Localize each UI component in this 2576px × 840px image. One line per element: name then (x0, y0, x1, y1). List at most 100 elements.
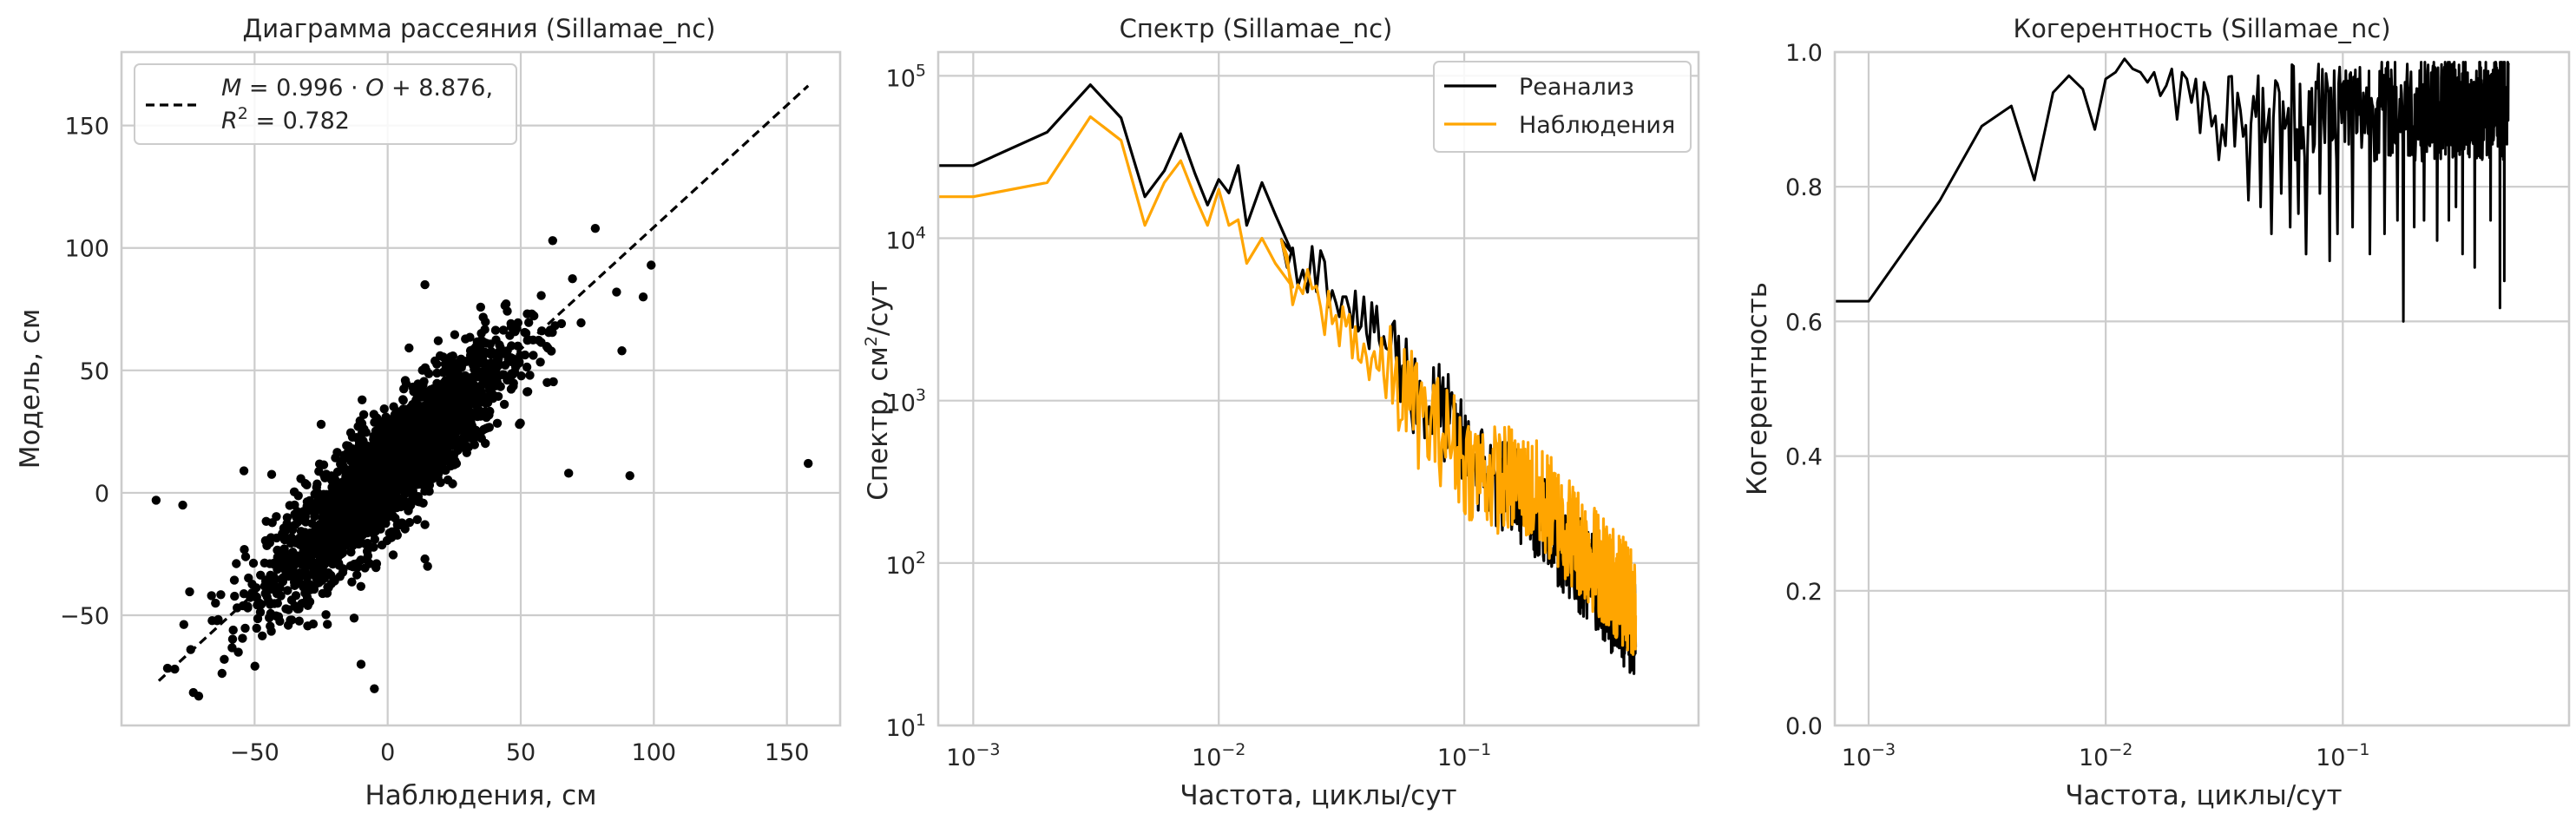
scatter-point (549, 377, 558, 387)
scatter-point (286, 615, 297, 625)
scatter-point (230, 591, 240, 601)
scatter-point (248, 558, 259, 568)
spectrum-x-tick-base: 10 (1192, 745, 1221, 771)
scatter-point (507, 341, 516, 351)
scatter-point (508, 354, 517, 364)
series-coherence-line (1836, 57, 2510, 323)
scatter-point (211, 598, 220, 608)
scatter-point (370, 535, 380, 544)
scatter-point (240, 623, 250, 633)
scatter-outlier-point (151, 495, 161, 505)
scatter-point (398, 423, 408, 432)
scatter-point (367, 521, 377, 530)
legend-eq-m: M (221, 75, 241, 102)
scatter-point (302, 497, 312, 507)
scatter-point (480, 397, 490, 408)
legend-label-observations: Наблюдения (1519, 112, 1675, 139)
scatter-point (499, 399, 509, 410)
scatter-point (470, 397, 480, 406)
scatter-legend: M = 0.996 · O + 8.876, R2 = 0.782 (134, 63, 517, 145)
coherence-x-tick-label: 10−1 (2316, 740, 2369, 771)
scatter-point (372, 413, 382, 423)
scatter-point (409, 481, 419, 490)
scatter-point (216, 590, 226, 600)
scatter-point (293, 491, 303, 501)
scatter-point (382, 492, 391, 502)
scatter-point (347, 577, 357, 587)
scatter-point (329, 483, 339, 493)
scatter-ytick-label: 50 (80, 358, 109, 385)
scatter-point (359, 495, 369, 504)
scatter-point (348, 541, 358, 550)
scatter-point (516, 371, 526, 381)
scatter-point (438, 352, 448, 362)
scatter-point (412, 515, 422, 524)
scatter-point (229, 575, 240, 585)
scatter-point (352, 467, 363, 476)
scatter-point (254, 598, 264, 607)
scatter-point (491, 381, 502, 390)
coherence-ytick-label: 0.4 (1785, 444, 1823, 471)
spectrum-x-tick-exponent: −2 (1221, 740, 1245, 759)
scatter-point (536, 291, 546, 300)
spectrum-y-tick-base: 10 (886, 65, 916, 92)
scatter-point (432, 359, 442, 369)
scatter-point (314, 459, 325, 469)
scatter-point (496, 343, 505, 352)
scatter-point (227, 643, 237, 653)
spectrum-y-tick-exponent: 5 (916, 61, 926, 80)
scatter-point (312, 479, 322, 489)
scatter-point (459, 425, 469, 435)
scatter-point (250, 661, 260, 671)
scatter-point (275, 616, 285, 627)
scatter-point (568, 274, 577, 284)
scatter-point (525, 371, 535, 380)
scatter-point (299, 582, 308, 592)
scatter-point (267, 518, 277, 528)
coherence-ytick-label: 0.0 (1785, 713, 1823, 740)
scatter-point (438, 367, 448, 377)
scatter-point (485, 381, 495, 390)
scatter-point (431, 439, 442, 449)
scatter-outlier-point (638, 292, 648, 302)
scatter-point (355, 453, 365, 463)
scatter-point (335, 572, 345, 581)
spectrum-y-tick-base: 10 (886, 553, 916, 580)
scatter-point (417, 390, 427, 400)
scatter-point (278, 577, 288, 587)
scatter-point (352, 496, 362, 506)
scatter-point (506, 384, 516, 394)
scatter-point (408, 462, 417, 471)
scatter-point (461, 334, 470, 344)
scatter-xtick-label: 0 (380, 739, 395, 766)
scatter-point (453, 445, 463, 456)
scatter-point (516, 418, 525, 428)
scatter-point (404, 517, 415, 528)
scatter-point (324, 568, 333, 578)
scatter-point (252, 623, 261, 633)
scatter-point (286, 533, 297, 542)
coherence-x-tick-base: 10 (1842, 745, 1871, 771)
scatter-point (436, 406, 445, 417)
scatter-point (316, 544, 325, 554)
scatter-point (358, 395, 367, 404)
spectrum-y-tick-label: 104 (886, 224, 926, 255)
coherence-x-tick-exponent: −3 (1871, 740, 1896, 759)
scatter-point (439, 430, 450, 441)
scatter-point (463, 443, 474, 452)
scatter-point (260, 588, 270, 599)
scatter-point (477, 351, 488, 362)
scatter-point (478, 312, 488, 322)
legend-eq-o: O (365, 75, 384, 102)
scatter-point (391, 491, 400, 502)
scatter-legend-box (134, 63, 517, 145)
scatter-point (299, 507, 308, 516)
scatter-point (524, 318, 534, 327)
scatter-point (443, 456, 452, 465)
scatter-point (550, 321, 560, 331)
scatter-point (366, 496, 376, 506)
scatter-point (450, 330, 460, 339)
spectrum-y-tick-exponent: 3 (916, 386, 926, 405)
scatter-ytick-label: −50 (60, 603, 109, 630)
